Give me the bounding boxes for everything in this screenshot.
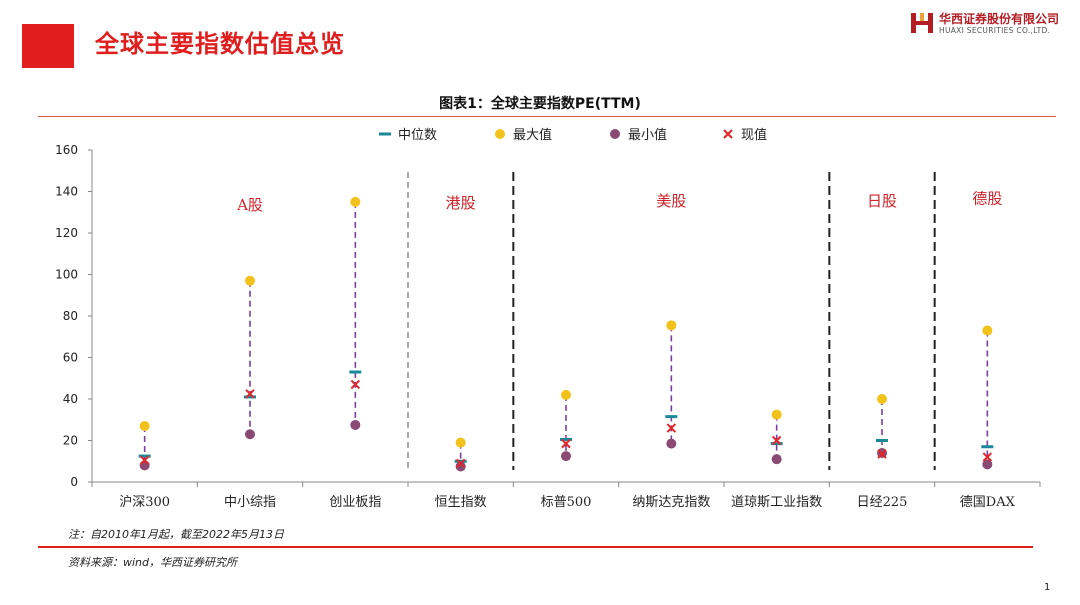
current-mark [561,438,571,449]
chart-note: 注：自2010年1月起，截至2022年5月13日 [68,528,284,541]
min-point [245,429,255,440]
current-mark-stroke [771,435,782,446]
max-point [877,394,887,404]
y-tick-label: 100 [55,268,78,282]
x-category-label: 道琼斯工业指数 [731,495,822,510]
legend-label: 中位数 [398,128,437,143]
logo-chinese-name: 华西证券股份有限公司 [939,12,1060,26]
y-tick-label: 160 [55,143,78,157]
group-label: 港股 [446,194,476,212]
current-mark-stroke [245,389,255,399]
current-mark [245,389,255,399]
legend-current-icon [723,129,733,139]
header-accent-block [22,24,74,68]
y-tick-label: 20 [63,434,78,448]
current-mark-stroke [455,458,466,469]
x-category-label: 德国DAX [960,495,1016,510]
current-mark [139,455,150,465]
legend-label: 最大值 [513,127,552,143]
max-point [561,389,571,400]
max-point [982,325,993,336]
logo-english-name: HUAXI SECURITIES CO.,LTD. [939,26,1051,35]
max-point [771,409,782,420]
company-logo: 华西证券股份有限公司 HUAXI SECURITIES CO.,LTD. [907,8,1077,38]
legend-item: 中位数 [379,128,437,143]
current-mark [455,458,466,469]
legend-label: 现值 [741,127,767,143]
huaxi-logo-icon [911,13,933,33]
page-number: 1 [1044,582,1051,593]
y-tick-label: 120 [55,226,78,240]
x-category-label: 日经225 [857,495,908,510]
title-divider [38,116,1056,117]
y-tick-label: 0 [70,475,78,489]
current-mark [877,449,887,459]
max-point [350,196,361,207]
group-label: A股 [236,196,263,214]
data-source: 资料来源：wind，华西证券研究所 [68,556,238,569]
y-tick-label: 80 [63,309,78,323]
current-mark [350,379,361,390]
min-point [139,460,150,471]
legend-max-icon [495,129,505,139]
legend-item: 最小值 [610,127,667,143]
min-point [455,461,466,472]
group-label: 美股 [656,192,686,210]
current-mark-stroke [350,379,361,390]
current-mark [666,423,677,433]
max-point [666,320,677,331]
group-label: 日股 [867,192,897,210]
y-tick-label: 60 [63,351,78,365]
current-mark-stroke [561,438,571,449]
legend-item: 现值 [723,127,767,143]
legend-label: 最小值 [628,127,667,143]
legend-item: 最大值 [495,127,552,143]
x-category-label: 标普500 [541,495,592,510]
current-mark-stroke [982,452,993,462]
max-point [455,437,466,448]
y-tick-label: 140 [55,185,78,199]
current-mark [982,452,993,462]
current-mark [771,435,782,446]
x-category-label: 纳斯达克指数 [632,495,710,510]
min-point [561,451,571,462]
current-mark-stroke [877,449,887,459]
min-point [771,454,782,465]
group-label: 德股 [972,190,1002,208]
x-category-label: 恒生指数 [435,495,487,510]
min-point [982,459,993,470]
x-category-label: 中小综指 [224,495,276,510]
x-category-label: 沪深300 [119,494,170,510]
x-category-label: 创业板指 [329,495,381,510]
chart-title: 图表1：全球主要指数PE(TTM) [439,96,641,112]
min-point [666,438,677,449]
current-mark-stroke [666,423,677,433]
y-tick-label: 40 [63,392,78,406]
max-point [245,275,255,286]
max-point [139,420,150,431]
current-mark-stroke [139,455,150,465]
legend-min-icon [610,129,620,139]
min-point [350,419,361,430]
page-title: 全球主要指数估值总览 [95,30,345,58]
footer-divider [38,546,1033,548]
